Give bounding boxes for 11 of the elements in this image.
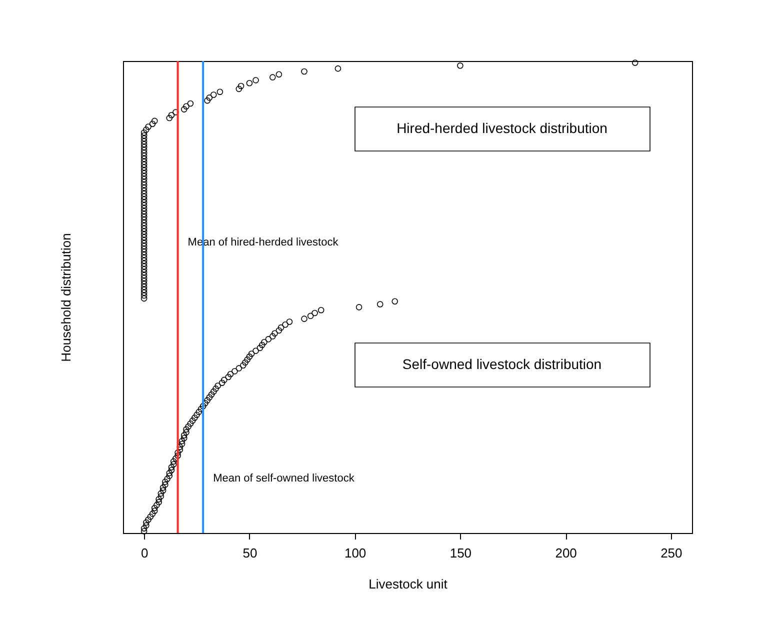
x-tick-label: 50 [242, 546, 258, 560]
annotation: Hired-herded livestock distribution [396, 120, 608, 136]
x-axis-title: Livestock unit [368, 576, 448, 592]
x-tick-label: 0 [140, 546, 148, 560]
annotation: Self-owned livestock distribution [402, 356, 602, 372]
ref-line-label: Mean of self-owned livestock [213, 472, 355, 485]
x-tick-label: 100 [344, 546, 366, 560]
y-axis-title: Household distribution [58, 233, 74, 362]
x-tick-label: 150 [450, 546, 472, 560]
x-tick-label: 200 [555, 546, 577, 560]
x-tick-label: 250 [660, 546, 682, 560]
